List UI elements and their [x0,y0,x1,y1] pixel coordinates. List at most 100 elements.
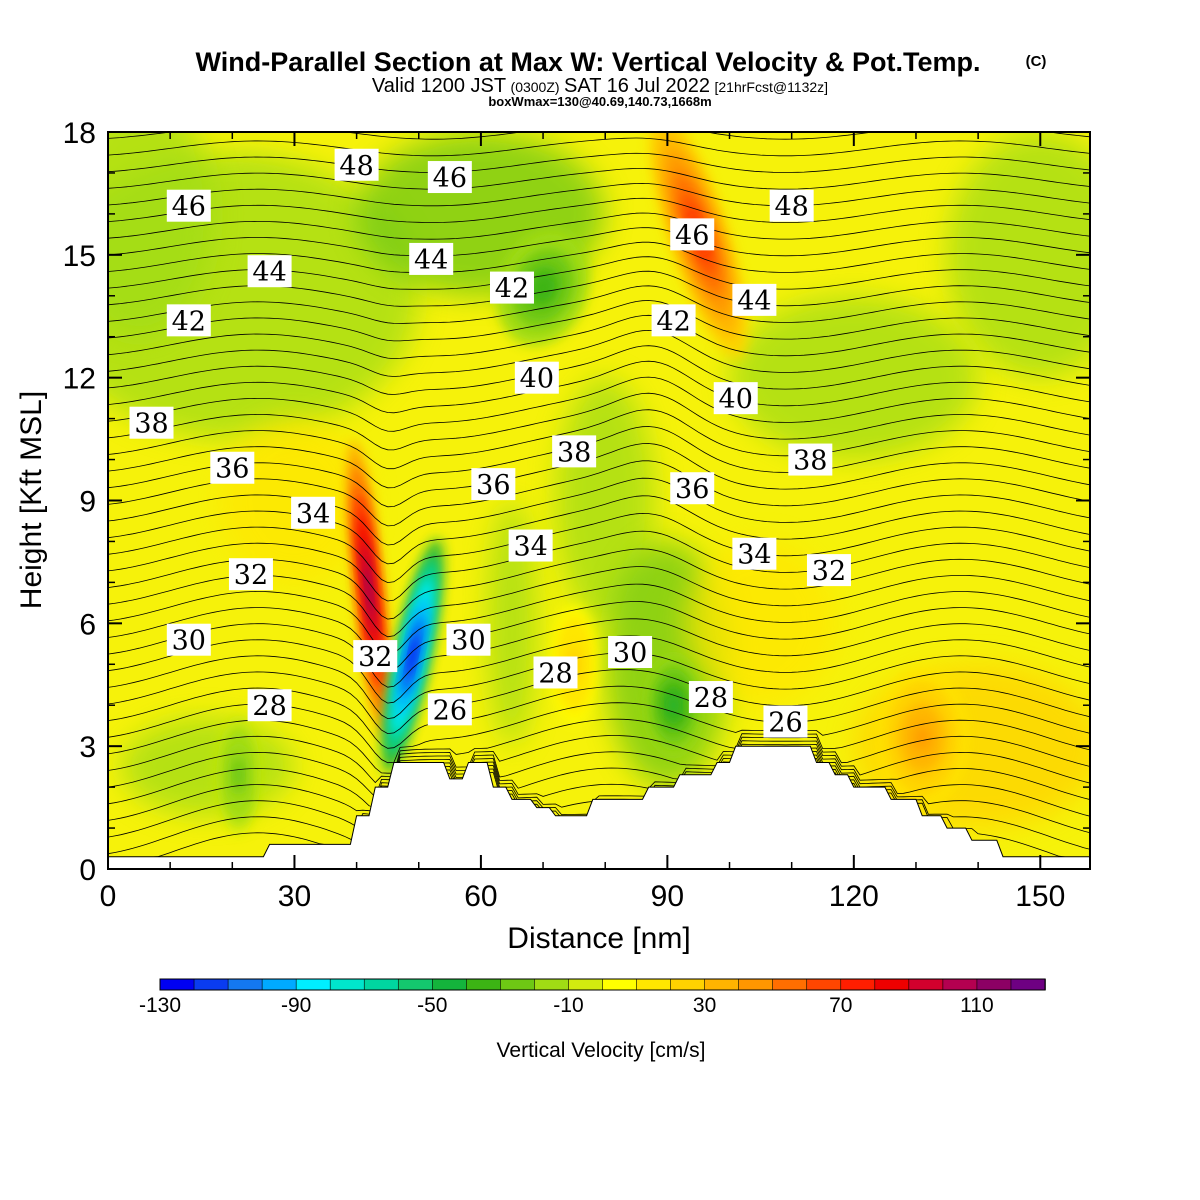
theta-contour-line [108,376,1090,432]
theta-contour-line [108,530,1090,602]
contour-label: 28 [533,656,578,689]
subtitle-z: (0300Z) [511,79,560,95]
colorbar-swatch [874,978,910,991]
colorbar-swatch [568,978,604,991]
contour-label-text: 48 [774,192,808,223]
contour-label-text: 32 [358,642,392,673]
contour-label-box [166,623,211,656]
contour-label-box [533,656,578,689]
velocity-region [686,541,835,706]
colorbar-swatch [670,978,706,991]
colorbar: -130 -90 -50 -10 30 70 110 [139,978,1046,1017]
contour-label-text: 34 [513,532,547,563]
theta-contour-line [108,426,1090,489]
colorbar-swatch [329,978,366,991]
contour-label-box [688,681,733,714]
contour-label-text: 30 [451,626,485,657]
colorbar-swatch [942,978,978,991]
contour-label: 26 [427,693,472,726]
y-tick-label: 15 [63,240,96,273]
contour-label: 38 [552,435,597,468]
theta-contour-line [108,182,1090,207]
theta-contour-line [108,750,1090,838]
contour-label-box [769,189,814,222]
theta-contour-line [108,747,1090,821]
contour-label-box [471,468,516,501]
contour-label: 28 [688,681,733,714]
contour-label-text: 46 [675,220,709,251]
colorbar-swatch [261,978,297,991]
colorbar-swatch [295,978,331,991]
contour-label: 46 [427,161,472,194]
contour-label: 44 [732,283,777,317]
colorbar-swatch [432,978,468,991]
velocity-ring [668,696,679,714]
velocity-region [487,500,537,747]
contour-label: 42 [489,271,534,305]
contour-label-text: 28 [694,683,728,714]
theta-contour-line [108,329,1090,377]
contour-label-box [129,406,174,439]
velocity-region [947,132,1090,378]
contour-label-text: 36 [675,474,709,505]
contour-label-box [670,218,715,251]
x-tick-label: 60 [464,880,497,913]
colorbar-frame [159,978,1046,991]
colorbar-swatch [704,978,740,991]
subtitle-fcst: [21hrFcst@1132z] [715,79,829,95]
contour-label-box [166,304,211,337]
contour-label-box [210,451,255,484]
y-tick-label: 6 [79,608,96,641]
theta-contour-line [108,735,1090,784]
colorbar-swatch [159,978,195,991]
colorbar-tick-label: 70 [829,994,852,1017]
theta-contour-line [108,241,1090,273]
colorbar-swatch [397,978,434,991]
theta-contour-line [108,583,1090,655]
contour-label-box [508,529,553,562]
contour-label: 42 [166,304,211,337]
colorbar-swatch [363,978,400,991]
chart-subtitle: Valid 1200 JST (0300Z) SAT 16 Jul 2022 [… [372,75,828,97]
contour-label-box [670,472,715,505]
chart-title: Wind-Parallel Section at Max W: Vertical… [196,47,981,77]
contour-label: 36 [210,451,255,485]
y-axis-label: Height [Kft MSL] [15,391,48,609]
velocity-core [877,667,968,808]
contour-label-text: 44 [737,286,771,317]
contour-label-text: 26 [433,695,467,726]
contour-label-text: 46 [433,163,467,194]
theta-contour-line [108,477,1090,546]
contour-label: 46 [166,189,211,223]
contour-label: 44 [409,242,454,276]
contour-label-box [732,283,777,316]
contour-label-text: 28 [252,691,286,722]
chart-title-mark: (C) [1026,53,1047,70]
contour-label-box [514,361,559,394]
velocity-ring [407,636,418,676]
contour-label: 34 [508,529,553,563]
colorbar-swatch [772,978,808,991]
y-tick-label: 9 [79,486,96,519]
theta-contour-line [108,212,1090,240]
contour-label-box [334,148,379,181]
theta-contour-line [108,392,1090,451]
contour-label-text: 46 [172,192,206,223]
velocity-region [729,295,978,460]
velocity-ring [914,726,930,750]
theta-contour-line [108,300,1090,342]
contour-label: 40 [713,382,758,415]
y-tick-label: 18 [63,117,96,150]
contour-label: 30 [446,623,491,657]
colorbar-tick-label: 110 [960,994,993,1017]
contour-label-text: 44 [414,245,448,276]
contour-label-text: 40 [520,364,554,395]
theta-contour-line [108,137,1090,157]
terrain [108,745,1090,869]
colorbar-swatch [976,978,1012,991]
theta-contour-line [108,740,1090,798]
x-tick-label: 150 [1015,880,1065,913]
contour-label-text: 44 [252,257,286,288]
